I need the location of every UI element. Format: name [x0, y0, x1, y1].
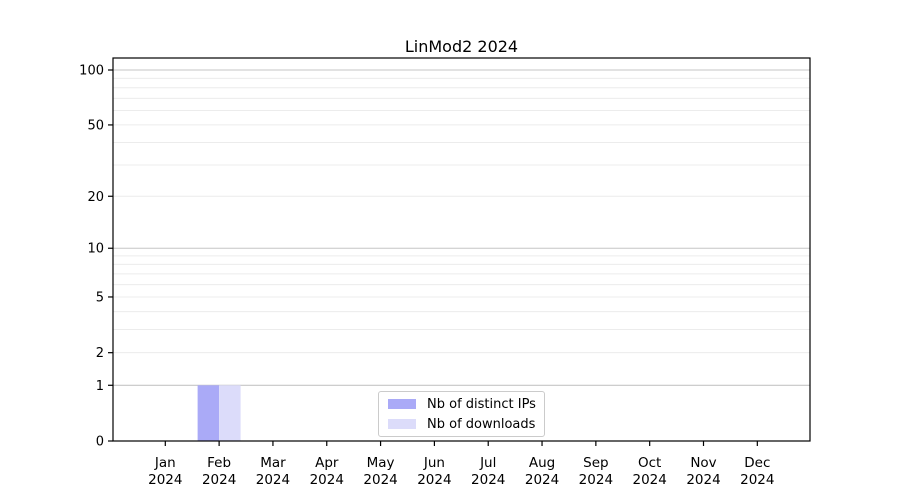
x-tick-label-year-dec: 2024	[740, 472, 774, 488]
bar-feb-distinct-ips	[197, 385, 220, 441]
y-tick-label-100: 100	[79, 64, 104, 79]
x-tick-label-month-jul: Jul	[479, 455, 496, 471]
y-tick-label-1: 1	[96, 379, 104, 394]
x-tick-label-month-sep: Sep	[583, 455, 608, 471]
plot-border	[112, 57, 811, 442]
y-tick-label-10: 10	[87, 242, 104, 257]
x-tick-label-year-jul: 2024	[471, 472, 505, 488]
y-tick-label-20: 20	[87, 190, 104, 205]
legend-swatch-distinct-ips	[388, 399, 416, 409]
y-tick-label-50: 50	[87, 118, 104, 133]
x-tick-label-month-nov: Nov	[690, 455, 716, 471]
x-tick-label-month-may: May	[367, 455, 395, 471]
x-tick-label-year-nov: 2024	[686, 472, 720, 488]
x-tick-label-month-apr: Apr	[315, 455, 339, 471]
x-tick-label-month-jan: Jan	[154, 455, 176, 471]
bar-feb-downloads	[219, 385, 241, 441]
x-tick-label-year-may: 2024	[363, 472, 397, 488]
x-tick-label-month-jun: Jun	[423, 455, 445, 471]
y-tick-label-0: 0	[96, 435, 104, 450]
y-tick-label-5: 5	[96, 290, 104, 305]
legend-item-distinct-ips: Nb of distinct IPs	[388, 396, 536, 412]
x-tick-label-month-aug: Aug	[529, 455, 555, 471]
legend-item-downloads: Nb of downloads	[388, 417, 535, 432]
legend-label-downloads: Nb of downloads	[427, 416, 536, 432]
x-tick-label-month-feb: Feb	[207, 455, 231, 471]
x-tick-label-month-dec: Dec	[744, 455, 770, 471]
x-tick-label-month-mar: Mar	[260, 455, 286, 471]
x-tick-label-year-feb: 2024	[202, 472, 236, 488]
legend-label-distinct-ips: Nb of distinct IPs	[427, 396, 536, 412]
x-tick-label-year-apr: 2024	[310, 472, 344, 488]
x-tick-label-year-jun: 2024	[417, 472, 451, 488]
x-tick-label-year-aug: 2024	[525, 472, 559, 488]
chart-title: LinMod2 2024	[404, 37, 519, 56]
legend-swatch-downloads	[388, 419, 416, 429]
x-tick-label-year-sep: 2024	[579, 472, 613, 488]
x-tick-label-month-oct: Oct	[638, 455, 661, 471]
x-tick-label-year-mar: 2024	[256, 472, 290, 488]
x-tick-label-year-jan: 2024	[148, 472, 182, 488]
x-tick-label-year-oct: 2024	[633, 472, 667, 488]
legend: Nb of distinct IPs Nb of downloads	[378, 391, 545, 437]
y-tick-label-2: 2	[96, 346, 104, 361]
